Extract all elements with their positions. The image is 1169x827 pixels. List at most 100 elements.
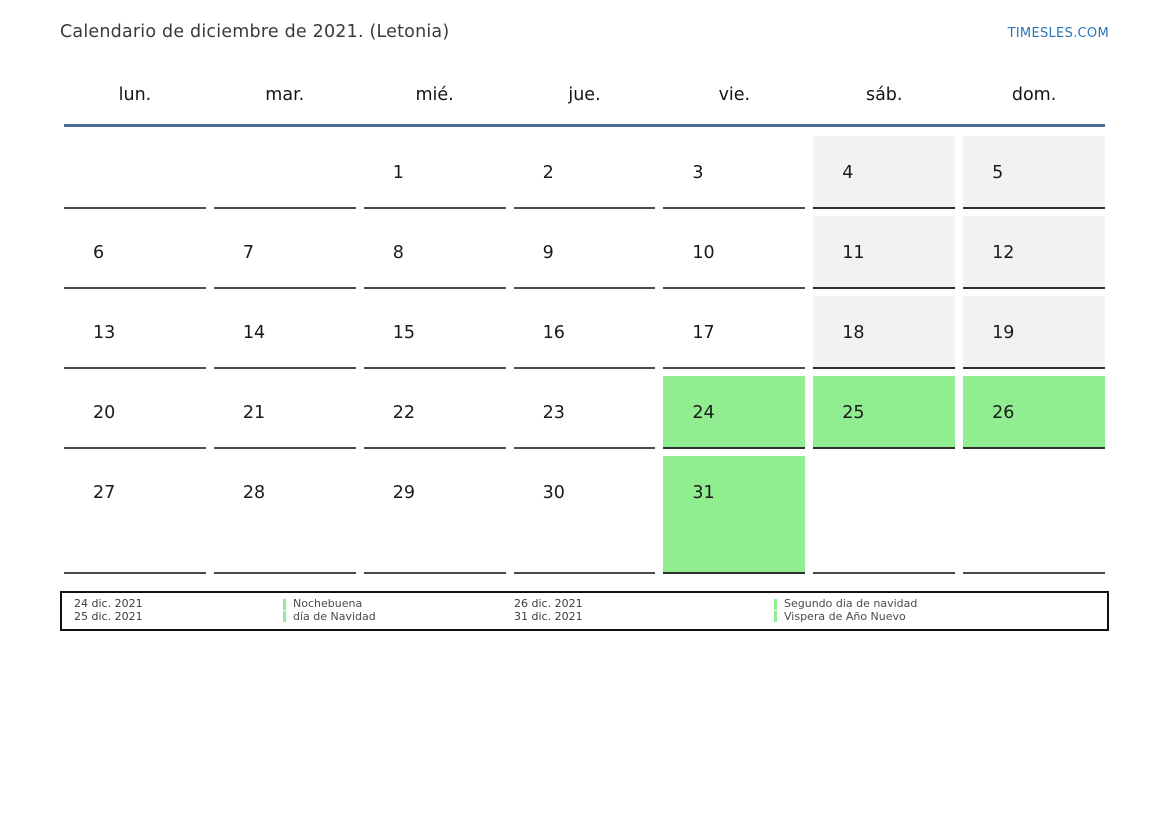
day-number: 31 xyxy=(692,483,715,503)
calendar-day-cell: 18 xyxy=(813,296,956,369)
calendar-day-cell: 17 xyxy=(663,296,806,369)
day-number: 8 xyxy=(392,243,404,263)
calendar-day-cell: 12 xyxy=(963,216,1105,289)
legend-date: 24 dic. 2021 xyxy=(74,597,143,610)
calendar-day-cell: 16 xyxy=(513,296,656,369)
weekday-header-row: lun. mar. mié. jue. vie. sáb. dom. xyxy=(64,85,1105,124)
calendar-day-cell: 11 xyxy=(813,216,956,289)
calendar-day-cell: 5 xyxy=(963,136,1105,209)
day-number: 10 xyxy=(692,243,715,263)
calendar-day-cell: 1 xyxy=(363,136,506,209)
calendar-day-cell: 26 xyxy=(963,376,1105,449)
legend-label: Segundo dia de navidad xyxy=(784,597,918,610)
day-number: 30 xyxy=(542,483,565,503)
calendar-day-cell: 21 xyxy=(213,376,356,449)
day-number: 16 xyxy=(542,323,565,343)
calendar-empty-cell xyxy=(963,456,1105,574)
day-number: 24 xyxy=(692,403,715,423)
calendar-day-cell: 6 xyxy=(64,216,206,289)
day-number: 22 xyxy=(392,403,415,423)
legend-label-row: Vispera de Año Nuevo xyxy=(774,609,1107,624)
calendar: lun. mar. mié. jue. vie. sáb. dom. 1 2 3 4 5 6 7 8 9 10… xyxy=(64,85,1105,574)
day-number: 7 xyxy=(242,243,254,263)
calendar-day-cell: 3 xyxy=(663,136,806,209)
weekday-header: dom. xyxy=(1011,85,1057,105)
legend-date: 31 dic. 2021 xyxy=(514,609,583,623)
calendar-day-cell: 10 xyxy=(663,216,806,289)
calendar-day-cell: 30 xyxy=(513,456,656,574)
legend-labels: Nochebuena día de Navidad xyxy=(283,597,514,624)
day-number: 18 xyxy=(842,323,865,343)
day-number: 23 xyxy=(542,403,565,423)
day-number: 2 xyxy=(542,163,554,183)
holiday-legend: 24 dic. 2021 25 dic. 2021 Nochebuena día de… xyxy=(60,591,1109,631)
calendar-day-cell: 4 xyxy=(813,136,956,209)
holiday-color-bar-icon xyxy=(283,611,286,623)
page-title: Calendario de diciembre de 2021. (Letoni… xyxy=(60,22,450,42)
calendar-day-cell: 8 xyxy=(363,216,506,289)
day-number: 5 xyxy=(992,163,1004,183)
day-number: 26 xyxy=(992,403,1015,423)
legend-date: 26 dic. 2021 xyxy=(514,597,583,610)
day-number: 9 xyxy=(542,243,554,263)
calendar-day-cell: 19 xyxy=(963,296,1105,369)
calendar-day-cell: 22 xyxy=(363,376,506,449)
calendar-day-cell: 20 xyxy=(64,376,206,449)
legend-label-row: Segundo dia de navidad xyxy=(774,597,1107,611)
calendar-day-cell: 14 xyxy=(213,296,356,369)
day-number: 4 xyxy=(842,163,854,183)
top-bar: Calendario de diciembre de 2021. (Letoni… xyxy=(60,22,1109,42)
calendar-day-cell: 31 xyxy=(663,456,806,574)
day-number: 12 xyxy=(992,243,1015,263)
calendar-day-cell: 13 xyxy=(64,296,206,369)
calendar-day-cell: 29 xyxy=(363,456,506,574)
calendar-empty-cell xyxy=(64,136,206,209)
calendar-day-cell: 9 xyxy=(513,216,656,289)
weekday-header: mié. xyxy=(415,85,454,105)
day-number: 20 xyxy=(93,403,116,423)
legend-label: día de Navidad xyxy=(293,609,376,623)
calendar-day-cell: 15 xyxy=(363,296,506,369)
day-number: 21 xyxy=(242,403,266,423)
legend-label: Nochebuena xyxy=(293,597,363,610)
calendar-day-cell: 27 xyxy=(64,456,206,574)
legend-labels: Segundo dia de navidad Vispera de Año Nue… xyxy=(774,597,1107,624)
legend-label-row: Nochebuena xyxy=(283,597,514,611)
day-number: 25 xyxy=(842,403,865,423)
weekday-header: lun. xyxy=(118,85,152,105)
legend-dates: 26 dic. 2021 31 dic. 2021 xyxy=(514,597,774,623)
calendar-day-cell: 24 xyxy=(663,376,806,449)
day-number: 27 xyxy=(93,483,116,503)
weekday-header: mar. xyxy=(265,85,305,105)
calendar-day-cell: 25 xyxy=(813,376,956,449)
header-rule xyxy=(64,124,1105,127)
calendar-day-cell: 7 xyxy=(213,216,356,289)
calendar-day-cell: 23 xyxy=(513,376,656,449)
day-number: 15 xyxy=(392,323,415,343)
calendar-empty-cell xyxy=(213,136,356,209)
day-number: 3 xyxy=(692,163,704,183)
weekday-header: jue. xyxy=(568,85,601,105)
calendar-empty-cell xyxy=(813,456,956,574)
legend-date: 25 dic. 2021 xyxy=(74,609,143,623)
day-number: 29 xyxy=(392,483,415,503)
weekday-header: sáb. xyxy=(865,85,903,105)
day-number: 14 xyxy=(242,323,266,343)
legend-label-row: día de Navidad xyxy=(283,609,514,624)
day-number: 1 xyxy=(392,163,404,183)
holiday-color-bar-icon xyxy=(283,598,286,610)
holiday-color-bar-icon xyxy=(774,598,777,610)
weekday-header: vie. xyxy=(718,85,751,105)
day-grid: 1 2 3 4 5 6 7 8 9 10 11 12 13 14 15 16 17 18 19 20 21 22 23 24 2… xyxy=(64,136,1105,574)
legend-label: Vispera de Año Nuevo xyxy=(784,609,906,623)
day-number: 17 xyxy=(692,323,715,343)
legend-dates: 24 dic. 2021 25 dic. 2021 xyxy=(74,597,283,623)
site-link[interactable]: TIMESLES.COM xyxy=(1007,26,1109,41)
day-number: 6 xyxy=(93,243,105,263)
day-number: 11 xyxy=(842,243,865,263)
calendar-day-cell: 28 xyxy=(213,456,356,574)
day-number: 19 xyxy=(992,323,1015,343)
day-number: 28 xyxy=(242,483,266,503)
calendar-day-cell: 2 xyxy=(513,136,656,209)
day-number: 13 xyxy=(93,323,116,343)
